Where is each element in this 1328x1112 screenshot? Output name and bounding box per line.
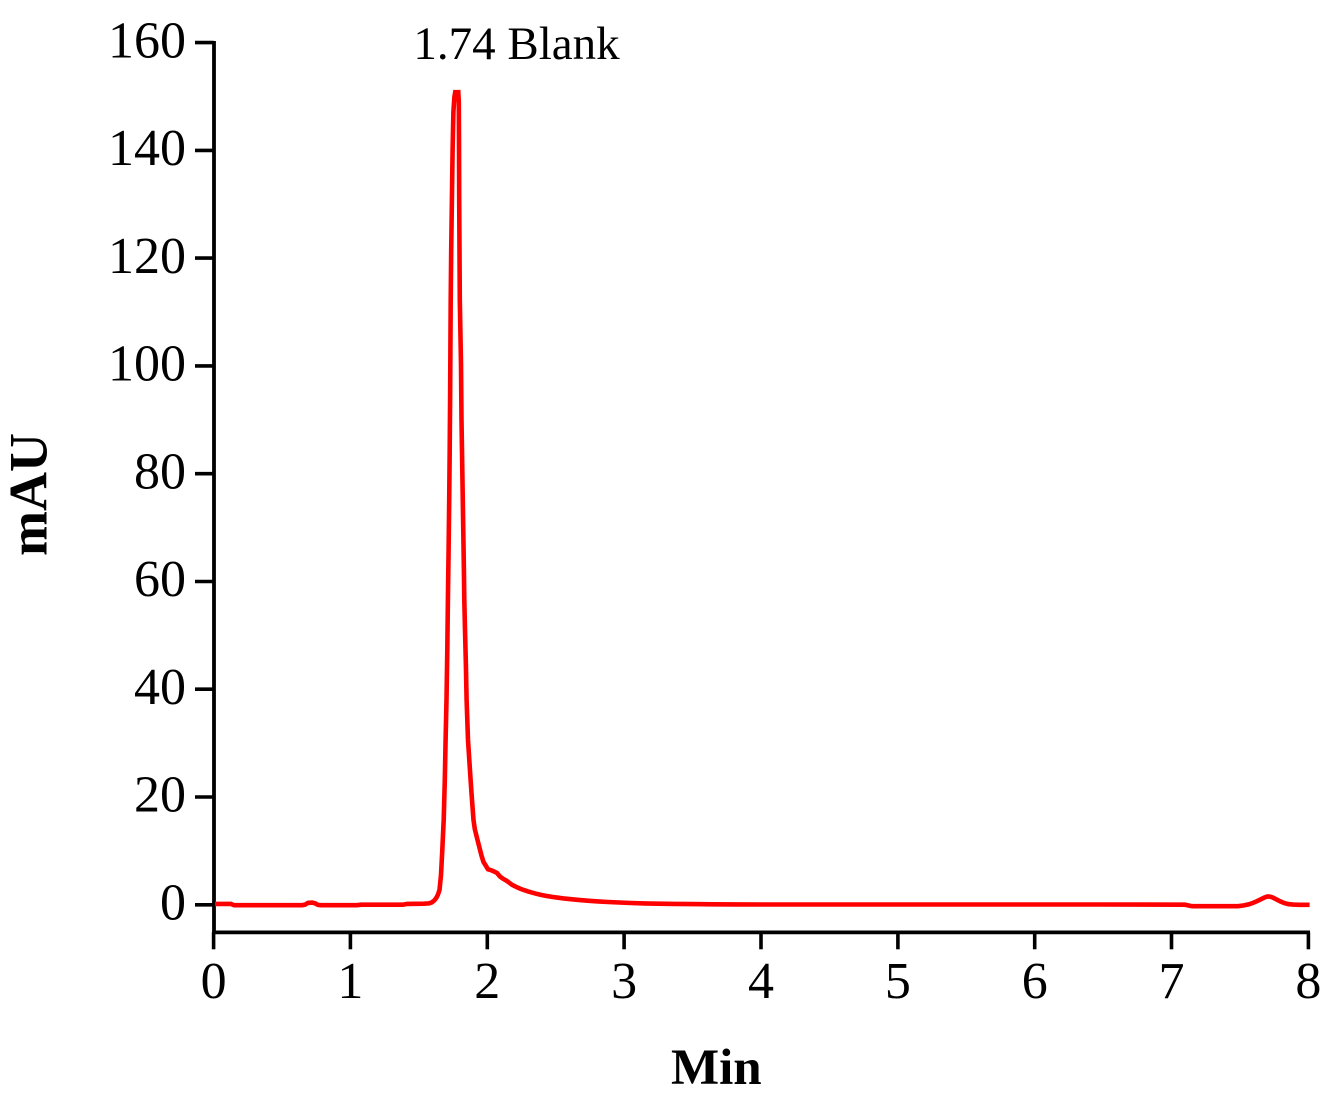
svg-text:0: 0 [201,953,227,1010]
svg-text:100: 100 [108,336,186,393]
svg-text:3: 3 [611,953,637,1010]
svg-text:8: 8 [1295,953,1321,1010]
svg-text:140: 140 [108,120,186,177]
svg-text:60: 60 [134,551,186,608]
svg-text:2: 2 [474,953,500,1010]
svg-text:80: 80 [134,443,186,500]
svg-text:40: 40 [134,659,186,716]
svg-text:Min: Min [671,1040,762,1096]
svg-text:4: 4 [748,953,774,1010]
svg-text:20: 20 [134,767,186,824]
svg-text:160: 160 [108,12,186,69]
svg-text:1.74 Blank: 1.74 Blank [413,18,620,70]
svg-text:5: 5 [885,953,911,1010]
svg-text:120: 120 [108,228,186,285]
svg-text:1: 1 [337,953,363,1010]
svg-text:mAU: mAU [0,433,59,556]
svg-text:6: 6 [1022,953,1048,1010]
svg-text:7: 7 [1159,953,1185,1010]
svg-text:0: 0 [160,875,186,932]
